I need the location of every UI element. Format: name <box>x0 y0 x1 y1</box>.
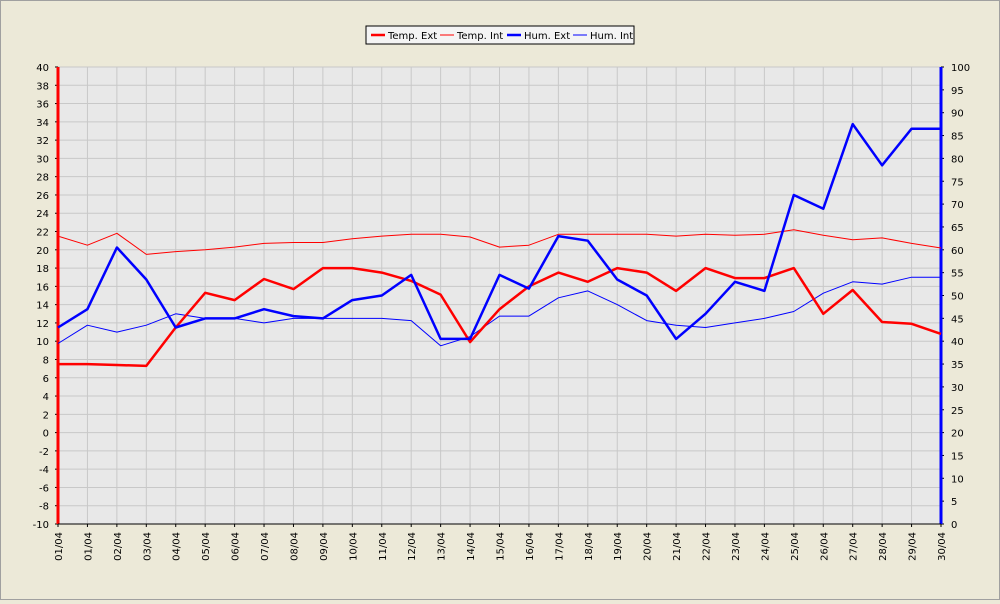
x-axis: 01/04 01/04 02/04 03/04 04/04 05/04 06/04 07/04… <box>54 523 948 561</box>
left-tick-label: -6 <box>39 483 49 494</box>
left-tick-label: 14 <box>36 301 49 312</box>
x-tick-label: 02/04 <box>113 532 124 561</box>
x-tick-label: 23/04 <box>731 532 742 561</box>
right-tick-label: 40 <box>951 337 964 348</box>
x-tick-label: 18/04 <box>584 532 595 561</box>
right-tick-label: 20 <box>951 429 964 440</box>
x-tick-label: 06/04 <box>231 532 242 561</box>
left-tick-label: 2 <box>43 410 49 421</box>
x-tick-label: 13/04 <box>437 532 448 561</box>
x-tick-label: 22/04 <box>702 532 713 561</box>
right-tick-label: 55 <box>951 269 964 280</box>
x-tick-label: 17/04 <box>554 532 565 561</box>
x-tick-label: 27/04 <box>849 532 860 561</box>
left-tick-label: 0 <box>43 429 49 440</box>
series-layer <box>57 122 942 368</box>
series-line-hum-ext <box>57 122 941 341</box>
left-tick-label: 12 <box>36 319 49 330</box>
left-tick-label: 34 <box>36 118 49 129</box>
x-tick-label: 30/04 <box>937 532 948 561</box>
x-tick-label: 10/04 <box>348 532 359 561</box>
legend-label-temp-ext: Temp. Ext <box>387 31 437 42</box>
right-tick-label: 95 <box>951 86 964 97</box>
left-tick-label: -2 <box>39 447 49 458</box>
legend-box <box>365 25 635 45</box>
right-tick-label: 70 <box>951 200 964 211</box>
left-tick-label: 18 <box>36 264 49 275</box>
x-tick-label: 26/04 <box>819 532 830 561</box>
x-tick-label: 01/04 <box>83 532 94 561</box>
right-tick-label: 10 <box>951 474 964 485</box>
legend-item-hum-ext: Hum. Ext <box>507 31 570 42</box>
right-tick-label: 0 <box>951 520 957 531</box>
x-tick-label: 16/04 <box>525 532 536 561</box>
legend-label-hum-ext: Hum. Ext <box>524 31 570 42</box>
right-tick-label: 50 <box>951 292 964 303</box>
left-tick-label: 8 <box>43 355 49 366</box>
left-axis: 4038363432302826242220181614121086420-2-… <box>33 63 60 531</box>
series-line-temp-ext <box>58 266 942 368</box>
left-tick-label: 36 <box>36 100 49 111</box>
left-tick-label: 10 <box>36 337 49 348</box>
left-tick-label: 22 <box>36 228 49 239</box>
x-tick-label: 25/04 <box>790 532 801 561</box>
legend-item-hum-int: Hum. Int <box>573 31 633 42</box>
left-tick-label: 6 <box>43 374 49 385</box>
legend: Temp. Ext Temp. Int Hum. Ext Hum. Int <box>365 25 635 45</box>
left-tick-label: -8 <box>39 502 49 513</box>
x-tick-label: 01/04 <box>54 532 65 561</box>
left-tick-label: -10 <box>33 520 49 531</box>
left-tick-label: 26 <box>36 191 49 202</box>
x-tick-label: 12/04 <box>407 532 418 561</box>
x-tick-label: 09/04 <box>319 532 330 561</box>
legend-item-temp-int: Temp. Int <box>440 31 503 42</box>
right-tick-label: 30 <box>951 383 964 394</box>
x-tick-label: 15/04 <box>496 532 507 561</box>
x-tick-label: 05/04 <box>201 532 212 561</box>
right-tick-label: 60 <box>951 246 964 257</box>
left-tick-label: 28 <box>36 173 49 184</box>
legend-label-temp-int: Temp. Int <box>456 31 503 42</box>
x-tick-label: 24/04 <box>760 532 771 561</box>
x-tick-label: 04/04 <box>172 532 183 561</box>
left-tick-label: 24 <box>36 209 49 220</box>
right-tick-label: 85 <box>951 132 964 143</box>
left-tick-label: 20 <box>36 246 49 257</box>
right-tick-label: 100 <box>951 63 970 74</box>
legend-label-hum-int: Hum. Int <box>590 31 633 42</box>
right-tick-label: 5 <box>951 497 957 508</box>
x-tick-label: 14/04 <box>466 532 477 561</box>
left-tick-label: 32 <box>36 136 49 147</box>
right-tick-label: 15 <box>951 451 964 462</box>
left-tick-label: 4 <box>43 392 49 403</box>
x-tick-label: 29/04 <box>908 532 919 561</box>
right-tick-label: 75 <box>951 177 964 188</box>
x-tick-label: 19/04 <box>613 532 624 561</box>
left-tick-label: 38 <box>36 81 49 92</box>
right-tick-label: 80 <box>951 154 964 165</box>
right-axis: 1009590858075706560555045403530252015105… <box>939 63 970 531</box>
legend-item-temp-ext: Temp. Ext <box>371 31 437 42</box>
x-tick-label: 08/04 <box>289 532 300 561</box>
left-tick-label: 16 <box>36 282 49 293</box>
x-tick-label: 03/04 <box>142 532 153 561</box>
x-tick-label: 07/04 <box>260 532 271 561</box>
right-tick-label: 45 <box>951 314 964 325</box>
right-tick-label: 90 <box>951 109 964 120</box>
x-tick-label: 21/04 <box>672 532 683 561</box>
right-tick-label: 35 <box>951 360 964 371</box>
right-tick-label: 65 <box>951 223 964 234</box>
x-tick-label: 28/04 <box>878 532 889 561</box>
x-tick-label: 20/04 <box>643 532 654 561</box>
right-tick-label: 25 <box>951 406 964 417</box>
left-tick-label: -4 <box>39 465 49 476</box>
left-tick-label: 30 <box>36 154 49 165</box>
x-tick-label: 11/04 <box>378 532 389 561</box>
left-tick-label: 40 <box>36 63 49 74</box>
series-line-temp-int <box>57 229 942 255</box>
